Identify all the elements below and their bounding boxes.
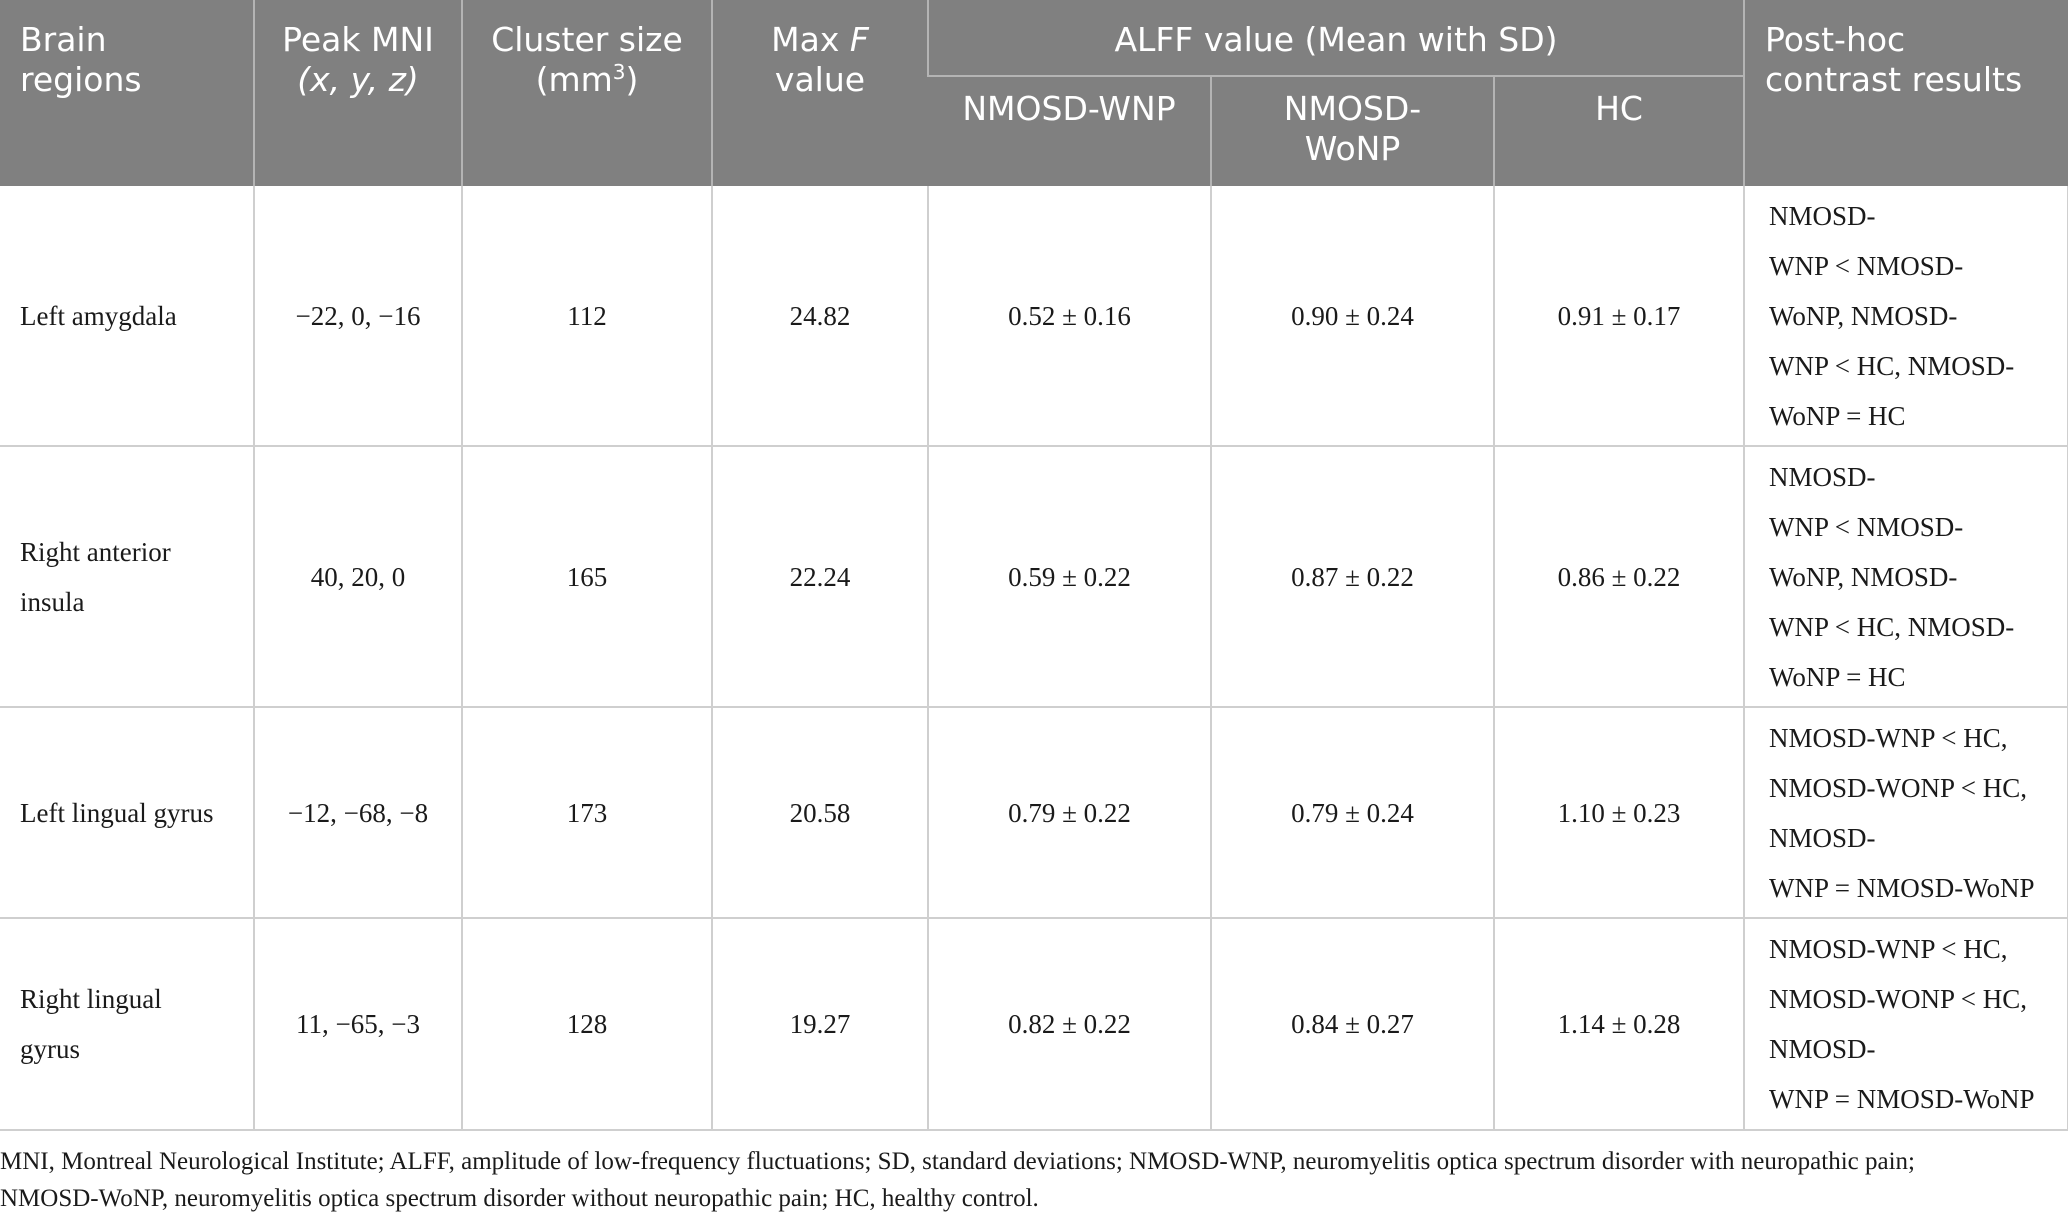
header-nmosd-wonp: NMOSD- WoNP (1210, 75, 1494, 186)
cell-alff-hc: 0.91 ± 0.17 (1493, 186, 1744, 447)
cell-peak-mni: 40, 20, 0 (253, 446, 462, 708)
table-row: Right lingual gyrus 11, −65, −3 128 19.27… (0, 918, 2068, 1131)
cell-max-f: 19.27 (711, 918, 928, 1131)
header-nmosd-wnp: NMOSD-WNP (928, 75, 1211, 186)
cell-max-f: 24.82 (711, 186, 928, 447)
cell-posthoc: NMOSD-WNP < HC, NMOSD-WONP < HC, NMOSD- … (1743, 918, 2068, 1131)
header-peak-mni: Peak MNI (x, y, z) (253, 0, 462, 186)
cell-posthoc: NMOSD- WNP < NMOSD- WoNP, NMOSD- WNP < H… (1743, 446, 2068, 708)
header-brain-regions: Brain regions (0, 0, 254, 186)
cell-alff-wnp: 0.52 ± 0.16 (927, 186, 1211, 447)
cell-peak-mni: 11, −65, −3 (253, 918, 462, 1131)
cell-alff-wonp: 0.90 ± 0.24 (1210, 186, 1494, 447)
cell-posthoc: NMOSD- WNP < NMOSD- WoNP, NMOSD- WNP < H… (1743, 186, 2068, 447)
cell-max-f: 22.24 (711, 446, 928, 708)
footnote-line: NMOSD-WoNP, neuromyelitis optica spectru… (0, 1185, 1039, 1212)
cell-alff-wonp: 0.87 ± 0.22 (1210, 446, 1494, 708)
cell-alff-hc: 1.10 ± 0.23 (1493, 707, 1744, 919)
cell-region: Right lingual gyrus (0, 918, 254, 1131)
alff-results-table: Brain regions Peak MNI (x, y, z) Cluster s… (0, 0, 2068, 1131)
cell-alff-hc: 0.86 ± 0.22 (1493, 446, 1744, 708)
cell-region: Left amygdala (0, 186, 254, 447)
table-row: Right anterior insula 40, 20, 0 165 22.24… (0, 446, 2068, 708)
header-posthoc: Post-hoc contrast results (1743, 0, 2068, 186)
cell-cluster-size: 165 (461, 446, 712, 708)
table-row: Left amygdala −22, 0, −16 112 24.82 0.52… (0, 186, 2068, 447)
cell-peak-mni: −22, 0, −16 (253, 186, 462, 447)
header-hc: HC (1493, 75, 1744, 186)
cell-alff-wnp: 0.59 ± 0.22 (927, 446, 1211, 708)
cell-alff-wnp: 0.79 ± 0.22 (927, 707, 1211, 919)
table-footnote: MNI, Montreal Neurological Institute; AL… (0, 1143, 2060, 1217)
cell-alff-wonp: 0.79 ± 0.24 (1210, 707, 1494, 919)
header-cluster-size: Cluster size (mm3) (461, 0, 712, 186)
table-header: Brain regions Peak MNI (x, y, z) Cluster s… (0, 0, 2068, 186)
cell-max-f: 20.58 (711, 707, 928, 919)
cell-region: Left lingual gyrus (0, 707, 254, 919)
table-body: Left amygdala −22, 0, −16 112 24.82 0.52… (0, 186, 2068, 1131)
cell-cluster-size: 112 (461, 186, 712, 447)
cell-alff-wonp: 0.84 ± 0.27 (1210, 918, 1494, 1131)
footnote-line: MNI, Montreal Neurological Institute; AL… (0, 1148, 1915, 1175)
cell-posthoc: NMOSD-WNP < HC, NMOSD-WONP < HC, NMOSD- … (1743, 707, 2068, 919)
cell-peak-mni: −12, −68, −8 (253, 707, 462, 919)
cell-region: Right anterior insula (0, 446, 254, 708)
results-table-container: Brain regions Peak MNI (x, y, z) Cluster s… (0, 0, 2068, 1131)
cell-alff-hc: 1.14 ± 0.28 (1493, 918, 1744, 1131)
cell-cluster-size: 128 (461, 918, 712, 1131)
header-alff-group: ALFF value (Mean with SD) (927, 0, 1744, 77)
cell-cluster-size: 173 (461, 707, 712, 919)
cell-alff-wnp: 0.82 ± 0.22 (927, 918, 1211, 1131)
table-row: Left lingual gyrus −12, −68, −8 173 20.5… (0, 707, 2068, 919)
